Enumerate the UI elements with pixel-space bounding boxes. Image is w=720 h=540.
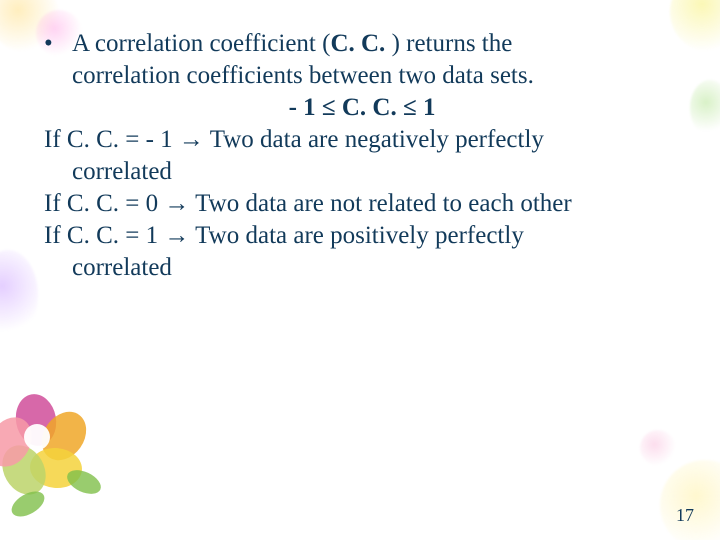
bullet-item: • A correlation coefficient (C. C. ) ret… xyxy=(44,28,680,92)
case-neg1-cont: correlated xyxy=(44,156,680,188)
bullet-lead: A correlation coefficient ( xyxy=(72,30,330,57)
bullet-marker: • xyxy=(44,28,72,92)
range-line: - 1 ≤ C. C. ≤ 1 xyxy=(44,92,680,124)
slide: • A correlation coefficient (C. C. ) ret… xyxy=(0,0,720,540)
case-zero: If C. C. = 0 → Two data are not related … xyxy=(44,188,680,220)
bullet-line2: correlation coefficients between two dat… xyxy=(72,62,534,89)
bullet-tail: ) returns the xyxy=(392,30,513,57)
content-block: • A correlation coefficient (C. C. ) ret… xyxy=(44,28,680,284)
case-neg1: If C. C. = - 1 → Two data are negatively… xyxy=(44,124,680,156)
case-pos1: If C. C. = 1 → Two data are positively p… xyxy=(44,220,680,252)
page-number: 17 xyxy=(676,505,694,526)
bullet-text: A correlation coefficient (C. C. ) retur… xyxy=(72,28,680,92)
case-pos1-cont: correlated xyxy=(44,252,680,284)
cc-abbrev: C. C. xyxy=(330,30,391,57)
